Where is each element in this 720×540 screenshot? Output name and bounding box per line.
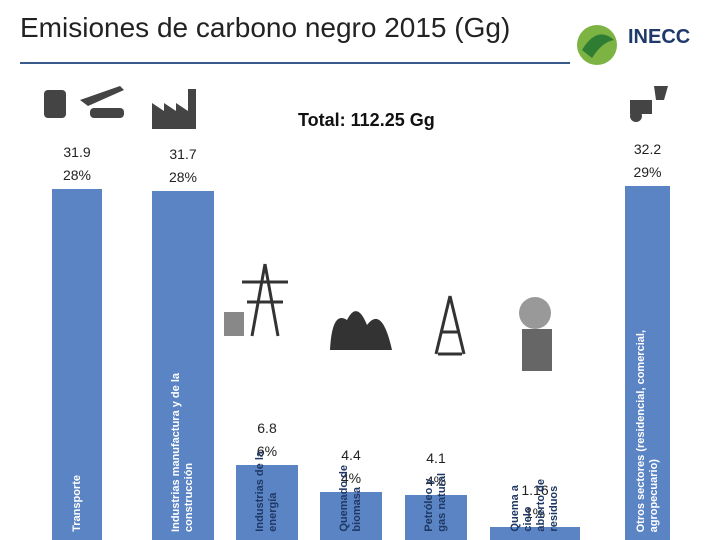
value-label: 31.9 <box>63 144 91 161</box>
value-label: 32.2 <box>633 140 662 157</box>
bar <box>152 191 214 540</box>
industry-icon <box>152 89 196 129</box>
agro-icon <box>630 86 668 122</box>
value-label: 4.4 <box>341 446 361 463</box>
logo-text: INECC <box>628 26 691 48</box>
waste-icon <box>519 297 552 371</box>
share-label: 28% <box>62 167 92 184</box>
energy-icon <box>224 263 288 337</box>
share-label: 29% <box>633 163 662 180</box>
category-label: Petróleo y gas natural <box>423 473 448 532</box>
transport-icon <box>44 86 124 118</box>
chart-title: Emisiones de carbono negro 2015 (Gg) <box>20 12 511 43</box>
bar <box>52 189 102 540</box>
share-label: 4% <box>340 469 362 486</box>
category-label: Transporte <box>70 475 83 532</box>
category-label: Industrias de la energía <box>254 451 279 532</box>
share-label: 6% <box>256 443 278 460</box>
share-label: 1% <box>524 505 546 522</box>
bar <box>320 491 382 540</box>
bar <box>490 527 580 540</box>
bar <box>236 465 298 540</box>
value-label: 1.16 <box>521 482 549 499</box>
category-label: Industrias manufactura y de la construcc… <box>170 373 195 532</box>
category-label: Otros sectores (residencial, comercial, … <box>634 330 660 533</box>
oil-icon <box>434 295 466 356</box>
total-label: Total: 112.25 Gg <box>298 110 435 130</box>
category-label: Quemado de biomasa <box>338 465 363 532</box>
bar <box>405 494 467 540</box>
value-label: 4.1 <box>426 449 446 466</box>
value-label: 6.8 <box>257 420 277 437</box>
biomass-icon <box>330 311 392 350</box>
share-label: 4% <box>425 472 447 489</box>
share-label: 28% <box>168 169 198 186</box>
category-label: Quema a cielo abierto de residuos <box>509 479 560 532</box>
bar <box>625 185 670 540</box>
value-label: 31.7 <box>169 146 197 163</box>
title-rule <box>20 62 570 64</box>
logo-icon <box>577 25 617 65</box>
